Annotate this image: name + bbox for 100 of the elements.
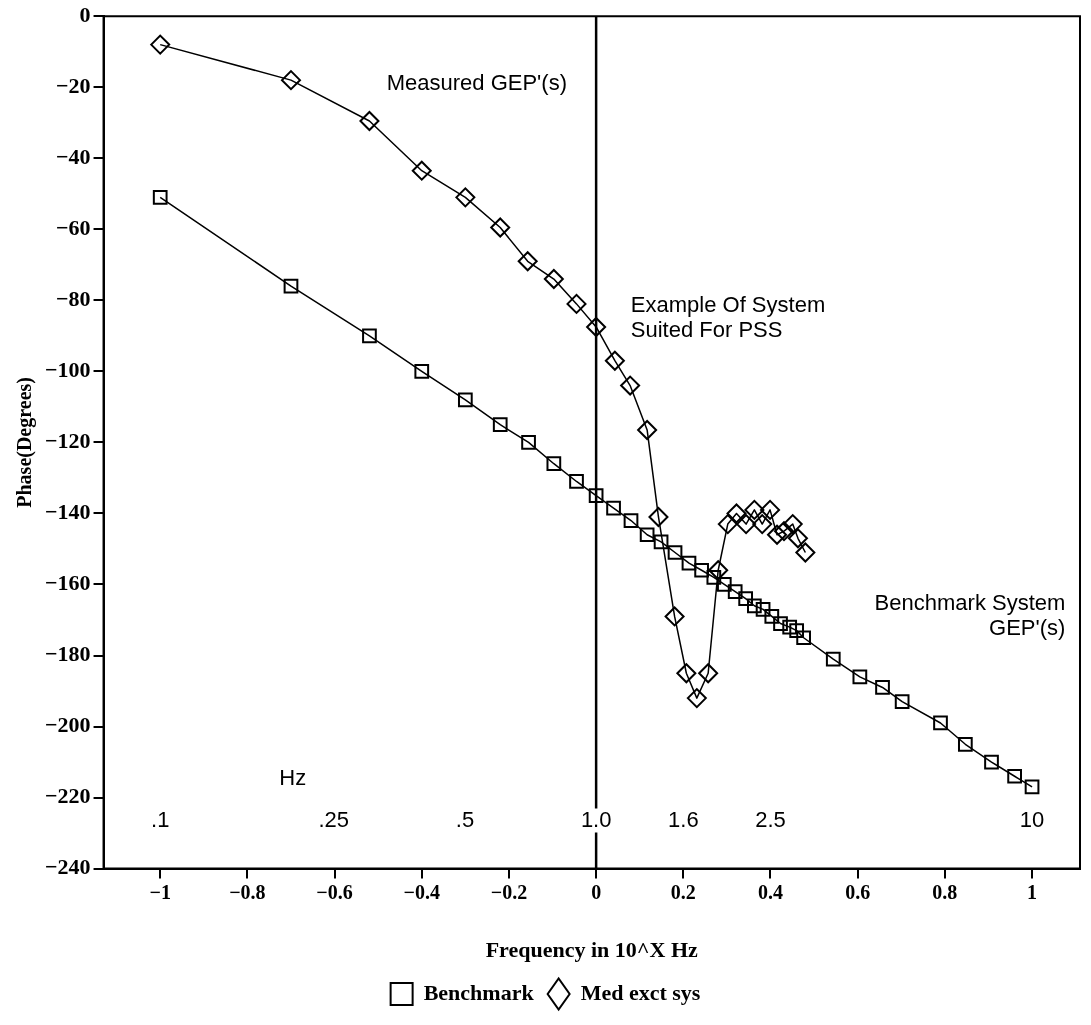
point	[490, 217, 511, 238]
point	[767, 524, 788, 545]
point	[606, 500, 621, 516]
point	[727, 584, 743, 599]
point	[517, 251, 538, 272]
x-tick-label: −0.8	[229, 880, 266, 903]
point	[521, 435, 536, 450]
point	[686, 688, 707, 709]
x2-tick-label: 1.6	[668, 806, 699, 832]
point	[566, 293, 587, 314]
point	[623, 513, 639, 528]
point	[639, 527, 655, 543]
x2-tick-label: .5	[455, 806, 475, 832]
x-tick-label: 0.8	[932, 880, 958, 903]
point	[764, 609, 780, 624]
point	[1007, 768, 1022, 784]
point	[957, 736, 973, 752]
x-tick-label: −0.2	[490, 880, 528, 903]
point	[411, 160, 432, 181]
y-tick-label: −140	[44, 499, 91, 525]
legend-label: Med exct sys	[580, 979, 701, 1005]
point	[637, 419, 658, 440]
annotation: Example Of System Suited For PSS	[630, 292, 826, 343]
point	[457, 392, 473, 408]
point	[716, 577, 732, 592]
y-tick-label: −180	[44, 641, 91, 667]
x-tick-label: 1	[1027, 880, 1038, 903]
y-tick-label: −80	[55, 286, 91, 312]
point	[782, 619, 798, 635]
x2-tick-label: 1.0	[580, 806, 612, 832]
x-tick-label: 0.2	[670, 880, 696, 903]
point	[280, 70, 301, 91]
point	[755, 601, 771, 617]
y-tick-label: −40	[55, 143, 91, 169]
point	[852, 669, 868, 685]
y-axis-title: Phase(Degrees)	[13, 377, 37, 508]
point	[894, 694, 910, 710]
point	[774, 521, 795, 542]
point	[359, 110, 380, 131]
point	[543, 269, 564, 290]
point	[150, 34, 171, 55]
point	[588, 488, 604, 504]
point	[933, 715, 948, 731]
point	[681, 555, 697, 571]
point	[283, 278, 299, 294]
y-tick-label: −100	[44, 357, 91, 383]
y-tick-label: −120	[44, 428, 91, 454]
y-tick-label: −60	[55, 214, 91, 240]
x-axis-title: Frequency in 10^X Hz	[485, 937, 699, 963]
point	[676, 663, 697, 684]
x-tick-label: 0.4	[758, 880, 783, 903]
y-tick-label: −200	[44, 712, 91, 738]
point	[984, 754, 999, 770]
x-tick-label: 0	[591, 880, 602, 903]
point	[492, 417, 508, 433]
point	[569, 474, 584, 489]
point	[789, 623, 805, 638]
annotation: Benchmark System GEP'(s)	[874, 590, 1066, 641]
y-tick-label: −240	[44, 854, 91, 880]
y-tick-label: −220	[44, 783, 91, 809]
point	[738, 591, 754, 607]
point	[698, 663, 719, 684]
point	[455, 187, 476, 208]
x-tick-label: −0.4	[403, 880, 440, 903]
point	[782, 514, 803, 535]
point	[664, 606, 685, 627]
point	[667, 545, 683, 560]
y-tick-label: −20	[55, 72, 91, 98]
x-tick-label: −1	[149, 880, 171, 903]
x-tick-label: 0.6	[845, 880, 871, 903]
point	[586, 316, 607, 337]
point	[546, 456, 562, 472]
point	[773, 616, 788, 631]
x2-tick-label: 2.5	[755, 806, 786, 832]
point	[825, 651, 841, 667]
point	[620, 375, 641, 396]
point	[708, 560, 729, 581]
point	[796, 630, 811, 646]
legend-label: Benchmark	[423, 979, 535, 1005]
annotation: Measured GEP'(s)	[386, 70, 567, 96]
point	[795, 542, 816, 563]
y-tick-label: −160	[44, 570, 91, 596]
y-tick-label: 0	[79, 1, 91, 27]
point	[414, 364, 430, 379]
point	[717, 514, 738, 535]
x2-axis-title: Hz	[279, 764, 307, 790]
point	[736, 514, 757, 535]
point	[726, 503, 747, 524]
x2-tick-label: 10	[1019, 806, 1045, 832]
point	[362, 328, 377, 344]
point	[752, 514, 773, 535]
point	[604, 350, 625, 371]
point	[152, 189, 168, 205]
x2-tick-label: .1	[151, 806, 170, 832]
point	[875, 680, 890, 695]
point	[744, 499, 765, 520]
point	[760, 499, 781, 520]
point	[787, 528, 808, 549]
point	[747, 598, 762, 614]
point	[1024, 779, 1040, 795]
